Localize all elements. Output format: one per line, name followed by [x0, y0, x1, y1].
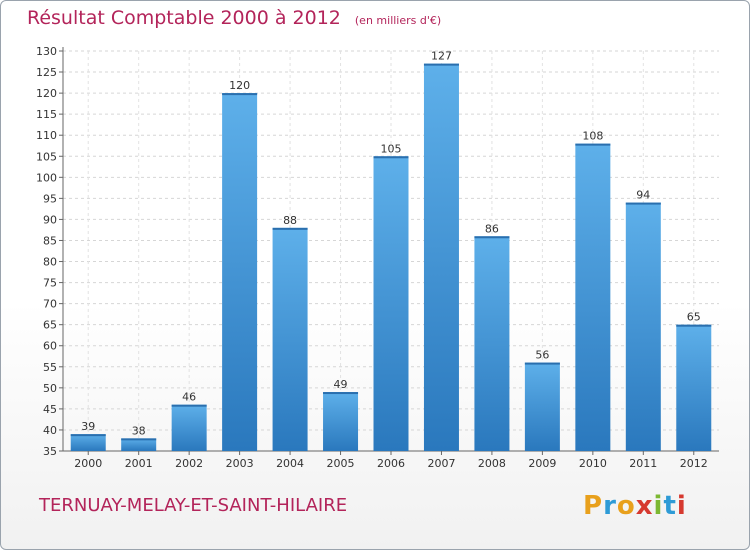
bar — [323, 392, 359, 451]
bar-value-label: 65 — [687, 311, 701, 324]
bar — [272, 227, 308, 451]
bar-value-label: 108 — [582, 130, 603, 143]
chart-subtitle: (en milliers d'€) — [354, 14, 442, 27]
bar — [121, 438, 157, 451]
y-tick-label: 100 — [36, 171, 57, 184]
logo-letter: t — [663, 491, 677, 521]
bar-value-label: 46 — [182, 391, 196, 404]
bar-top-edge — [676, 324, 712, 327]
bar-top-edge — [70, 434, 106, 437]
y-tick-label: 95 — [43, 192, 57, 205]
bar-top-edge — [121, 438, 157, 441]
bar-value-label: 56 — [535, 349, 549, 362]
bar-value-label: 49 — [334, 378, 348, 391]
y-tick-label: 40 — [43, 424, 57, 437]
bar-value-label: 86 — [485, 222, 499, 235]
y-tick-label: 60 — [43, 340, 57, 353]
x-tick-label: 2004 — [276, 457, 304, 470]
bar-value-label: 39 — [81, 420, 95, 433]
bar — [474, 236, 510, 451]
bar-value-label: 88 — [283, 214, 297, 227]
bar — [423, 63, 459, 451]
bar-top-edge — [171, 404, 207, 407]
bar — [575, 143, 611, 451]
bar — [524, 362, 560, 451]
bar-top-edge — [373, 156, 409, 159]
bar-value-label: 105 — [381, 142, 402, 155]
y-tick-label: 80 — [43, 256, 57, 269]
bar-top-edge — [323, 392, 359, 395]
x-tick-label: 2006 — [377, 457, 405, 470]
x-tick-label: 2003 — [226, 457, 254, 470]
bar — [171, 404, 207, 451]
bar-top-edge — [575, 143, 611, 146]
bar-top-edge — [625, 202, 661, 205]
x-tick-label: 2011 — [629, 457, 657, 470]
bar-value-label: 127 — [431, 50, 452, 63]
y-tick-label: 130 — [36, 45, 57, 58]
x-tick-label: 2000 — [74, 457, 102, 470]
proxiti-logo: Proxiti — [583, 491, 687, 521]
x-tick-label: 2001 — [125, 457, 153, 470]
x-tick-label: 2012 — [680, 457, 708, 470]
logo-letter: x — [635, 491, 654, 521]
y-tick-label: 85 — [43, 234, 57, 247]
logo-letter: P — [583, 491, 604, 521]
x-tick-label: 2008 — [478, 457, 506, 470]
y-tick-label: 105 — [36, 150, 57, 163]
bar-top-edge — [272, 227, 308, 230]
logo-letter: i — [653, 491, 664, 521]
bar-value-label: 120 — [229, 79, 250, 92]
chart-title: Résultat Comptable 2000 à 2012 — [27, 7, 341, 29]
y-tick-label: 70 — [43, 298, 57, 311]
y-tick-label: 120 — [36, 87, 57, 100]
bar-top-edge — [474, 236, 510, 239]
y-tick-label: 35 — [43, 445, 57, 458]
bar-top-edge — [222, 93, 258, 96]
chart-title-block: Résultat Comptable 2000 à 2012 (en milli… — [27, 7, 441, 29]
y-tick-label: 75 — [43, 277, 57, 290]
logo-letter: o — [616, 491, 636, 521]
bar — [676, 324, 712, 451]
bar-top-edge — [524, 362, 560, 365]
x-tick-label: 2002 — [175, 457, 203, 470]
x-tick-label: 2007 — [427, 457, 455, 470]
y-tick-label: 55 — [43, 361, 57, 374]
y-tick-label: 45 — [43, 403, 57, 416]
y-tick-label: 50 — [43, 382, 57, 395]
x-tick-label: 2005 — [327, 457, 355, 470]
bar — [373, 156, 409, 451]
bars — [70, 63, 712, 452]
y-tick-label: 65 — [43, 319, 57, 332]
y-tick-label: 115 — [36, 108, 57, 121]
x-tick-label: 2009 — [528, 457, 556, 470]
bar — [222, 93, 258, 452]
bar-top-edge — [423, 63, 459, 66]
labels: 35 40 45 50 55 60 65 70 75 80 85 90 95 100 105 110 115 12… — [36, 45, 708, 470]
commune-name: TERNUAY-MELAY-ET-SAINT-HILAIRE — [39, 495, 348, 516]
y-tick-label: 110 — [36, 129, 57, 142]
y-tick-label: 125 — [36, 66, 57, 79]
bar — [625, 202, 661, 451]
bar-value-label: 38 — [132, 424, 146, 437]
y-tick-label: 90 — [43, 213, 57, 226]
x-tick-label: 2010 — [579, 457, 607, 470]
logo-letter: r — [603, 491, 617, 521]
bar — [70, 434, 106, 451]
logo-letter: i — [676, 491, 687, 521]
bar-value-label: 94 — [636, 189, 650, 202]
